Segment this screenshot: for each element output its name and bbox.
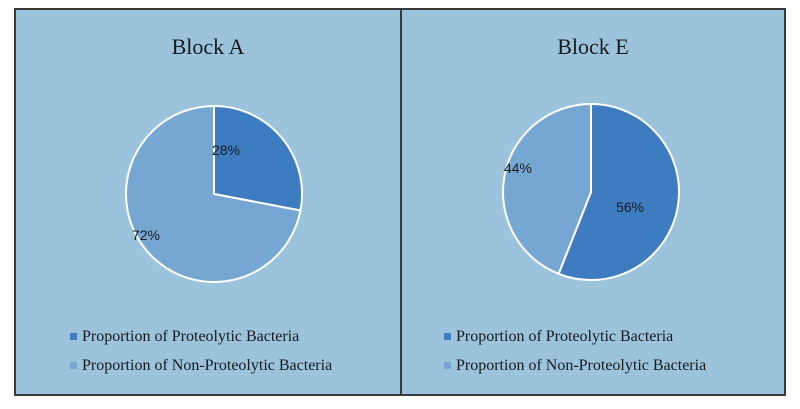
chart-panel-block-a: Block A 28% 72% Proportion of Proteolytic… [16, 10, 400, 394]
legend-swatch-non-proteolytic [70, 362, 77, 369]
legend-item: Proportion of Proteolytic Bacteria [444, 322, 706, 351]
chart-panel-block-e: Block E 56% 44% Proportion of Proteolytic… [400, 10, 784, 394]
chart-title: Block A [171, 34, 245, 59]
legend-label: Proportion of Proteolytic Bacteria [456, 327, 674, 345]
pie-slice-proteolytic [213, 104, 303, 212]
pie-slice-label: 28% [212, 142, 240, 158]
legend-swatch-proteolytic [70, 333, 77, 340]
pie-chart-block-a: 28% 72% [125, 104, 303, 283]
pie-slice-label: 44% [504, 160, 532, 176]
pie-slice-non-proteolytic [125, 104, 302, 283]
pie-chart-block-e: 56% 44% [502, 102, 680, 281]
chart-title: Block E [557, 34, 629, 59]
legend-item: Proportion of Proteolytic Bacteria [70, 322, 332, 351]
legend: Proportion of Proteolytic Bacteria Propo… [70, 322, 332, 380]
legend-label: Proportion of Non-Proteolytic Bacteria [82, 356, 333, 374]
pie-slice-label: 56% [616, 199, 644, 215]
legend-item: Proportion of Non-Proteolytic Bacteria [444, 351, 706, 380]
pie-slice-label: 72% [132, 227, 160, 243]
pie-slice-proteolytic [557, 102, 680, 281]
legend-label: Proportion of Proteolytic Bacteria [82, 327, 300, 345]
legend-item: Proportion of Non-Proteolytic Bacteria [70, 351, 332, 380]
legend-swatch-non-proteolytic [444, 362, 451, 369]
legend-label: Proportion of Non-Proteolytic Bacteria [456, 356, 707, 374]
legend: Proportion of Proteolytic Bacteria Propo… [444, 322, 706, 380]
chart-frame: Block A 28% 72% Proportion of Proteolytic… [14, 8, 786, 396]
pie-slice-non-proteolytic [502, 102, 592, 276]
legend-swatch-proteolytic [444, 333, 451, 340]
